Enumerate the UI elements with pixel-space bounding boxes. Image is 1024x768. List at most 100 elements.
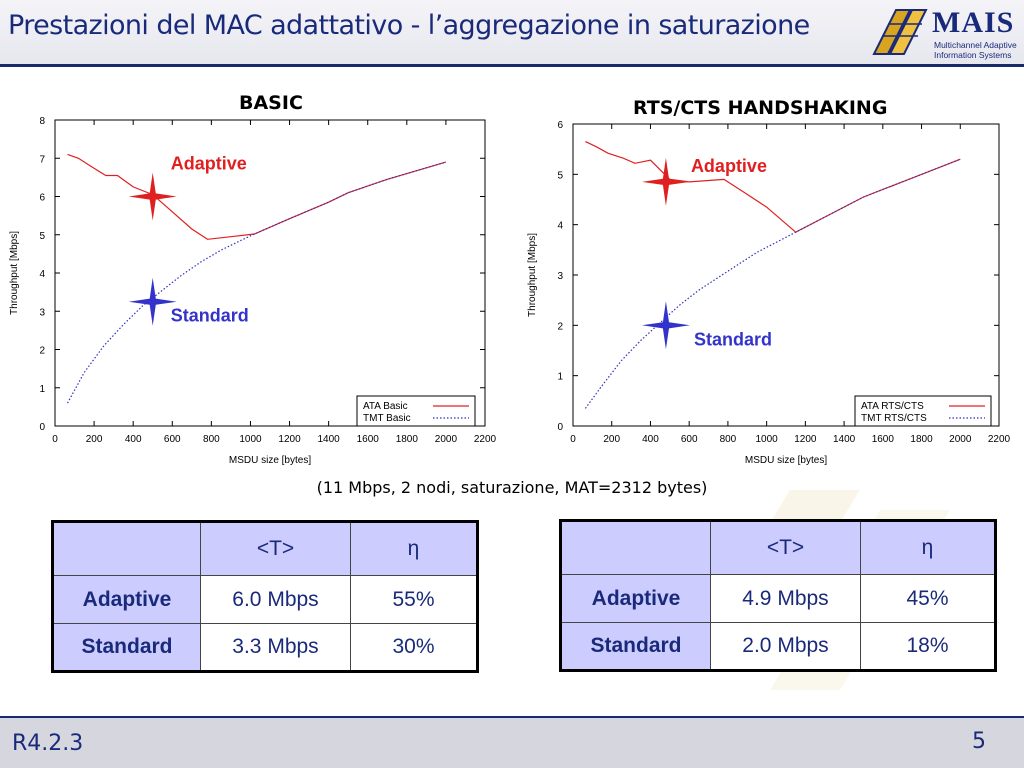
table-header-row: <T> η — [52, 521, 478, 576]
legend-box — [356, 395, 476, 427]
y-tick-label: 5 — [39, 231, 45, 242]
x-tick-label: 1800 — [396, 434, 419, 445]
y-tick-label: 1 — [39, 384, 45, 395]
table-header-cell: <T> — [710, 520, 861, 575]
throughput-cell: 3.3 Mbps — [200, 623, 351, 672]
mais-logo: MAIS Multichannel Adaptive Information S… — [868, 6, 1018, 60]
x-tick-label: 2000 — [949, 434, 972, 445]
results-table-basic: <T> η Adaptive 6.0 Mbps 55% Standard 3.3… — [51, 520, 479, 673]
row-label: Adaptive — [560, 574, 711, 623]
y-tick-label: 0 — [39, 422, 45, 433]
y-axis-label: Throughput [Mbps] — [9, 231, 20, 315]
footer-bar — [0, 716, 1024, 768]
series-line-0 — [67, 153, 447, 240]
table-row: Standard 2.0 Mbps 18% — [560, 622, 996, 671]
y-tick-label: 1 — [557, 372, 563, 383]
x-tick-label: 0 — [570, 434, 576, 445]
y-tick-label: 2 — [39, 346, 45, 357]
x-tick-label: 1000 — [756, 434, 779, 445]
table-header-cell — [52, 521, 201, 576]
row-label: Adaptive — [52, 575, 201, 624]
table-header-cell: <T> — [200, 521, 351, 576]
page-number: 5 — [972, 729, 986, 754]
annotation-star-icon — [128, 277, 177, 326]
results-table-rtscts: <T> η Adaptive 4.9 Mbps 45% Standard 2.0… — [559, 519, 997, 672]
x-tick-label: 800 — [720, 434, 737, 445]
hexagon-logo-icon — [872, 9, 928, 55]
x-tick-label: 800 — [203, 434, 220, 445]
x-tick-label: 1200 — [794, 434, 817, 445]
chart-rtscts: 0 200 400 600 800 1000 1200 1400 1600 1800 2000 220… — [508, 105, 1024, 475]
title-divider — [0, 64, 1024, 67]
footer-divider — [0, 716, 1024, 718]
x-tick-label: 200 — [603, 434, 620, 445]
y-tick-label: 8 — [39, 116, 45, 127]
annotation-star-icon — [641, 301, 690, 350]
chart-title-rtscts: RTS/CTS HANDSHAKING — [633, 97, 888, 119]
legend-label: ATA RTS/CTS — [861, 401, 924, 412]
efficiency-cell: 30% — [350, 623, 478, 672]
table-header-cell: η — [350, 521, 478, 576]
x-tick-label: 200 — [86, 434, 103, 445]
slide-title: Prestazioni del MAC adattativo - l’aggre… — [8, 10, 810, 41]
x-tick-label: 1600 — [872, 434, 895, 445]
annotation-star-icon — [641, 157, 690, 206]
table-row: Adaptive 4.9 Mbps 45% — [560, 574, 996, 623]
legend-box — [854, 395, 992, 427]
x-tick-label: 600 — [164, 434, 181, 445]
throughput-cell: 6.0 Mbps — [200, 575, 351, 624]
y-tick-label: 5 — [557, 170, 563, 181]
x-tick-label: 2200 — [988, 434, 1011, 445]
series-line-1 — [584, 158, 961, 409]
x-tick-label: 2000 — [435, 434, 458, 445]
x-tick-label: 1600 — [357, 434, 380, 445]
x-tick-label: 1400 — [833, 434, 856, 445]
y-tick-label: 0 — [557, 422, 563, 433]
x-tick-label: 1000 — [239, 434, 262, 445]
x-tick-label: 400 — [125, 434, 142, 445]
y-tick-label: 6 — [557, 120, 563, 131]
x-tick-label: 1400 — [318, 434, 341, 445]
chart-svg: 0 200 400 600 800 1000 1200 1400 1600 1800 2000 220… — [527, 120, 1011, 466]
y-tick-label: 3 — [39, 307, 45, 318]
annotation-star-icon — [128, 172, 177, 221]
logo-word: MAIS — [932, 6, 1015, 39]
x-tick-label: 0 — [52, 434, 58, 445]
chart-basic: 0 200 400 600 800 1000 1200 1400 1600 1800 2000 220… — [0, 105, 505, 475]
y-tick-label: 4 — [557, 221, 563, 232]
y-tick-label: 6 — [39, 193, 45, 204]
chart-title-basic: BASIC — [239, 92, 303, 114]
chart-caption: (11 Mbps, 2 nodi, saturazione, MAT=2312 … — [316, 478, 708, 497]
table-row: Adaptive 6.0 Mbps 55% — [52, 575, 478, 624]
efficiency-cell: 18% — [860, 622, 996, 671]
footer-code: R4.2.3 — [12, 731, 84, 756]
table-header-cell — [560, 520, 711, 575]
y-axis-label: Throughput [Mbps] — [527, 233, 538, 317]
efficiency-cell: 55% — [350, 575, 478, 624]
plot-frame — [572, 123, 1000, 427]
table-header-cell: η — [860, 520, 996, 575]
annotation-label: Adaptive — [691, 156, 767, 176]
x-tick-label: 600 — [681, 434, 698, 445]
x-tick-label: 1200 — [278, 434, 301, 445]
x-tick-label: 400 — [642, 434, 659, 445]
x-axis-label: MSDU size [bytes] — [745, 455, 827, 466]
y-tick-label: 3 — [557, 271, 563, 282]
plot-frame — [54, 119, 486, 427]
y-tick-label: 2 — [557, 321, 563, 332]
table-header-row: <T> η — [560, 520, 996, 575]
throughput-cell: 2.0 Mbps — [710, 622, 861, 671]
annotation-label: Adaptive — [171, 154, 247, 174]
legend-label: ATA Basic — [363, 401, 408, 412]
legend-label: TMT RTS/CTS — [861, 413, 927, 424]
x-axis-label: MSDU size [bytes] — [229, 455, 311, 466]
chart-svg: 0 200 400 600 800 1000 1200 1400 1600 1800 2000 220… — [9, 116, 497, 466]
x-tick-label: 1800 — [910, 434, 933, 445]
throughput-cell: 4.9 Mbps — [710, 574, 861, 623]
annotation-label: Standard — [694, 329, 772, 349]
y-tick-label: 4 — [39, 269, 45, 280]
table-row: Standard 3.3 Mbps 30% — [52, 623, 478, 672]
y-tick-label: 7 — [39, 154, 45, 165]
efficiency-cell: 45% — [860, 574, 996, 623]
x-tick-label: 2200 — [474, 434, 497, 445]
